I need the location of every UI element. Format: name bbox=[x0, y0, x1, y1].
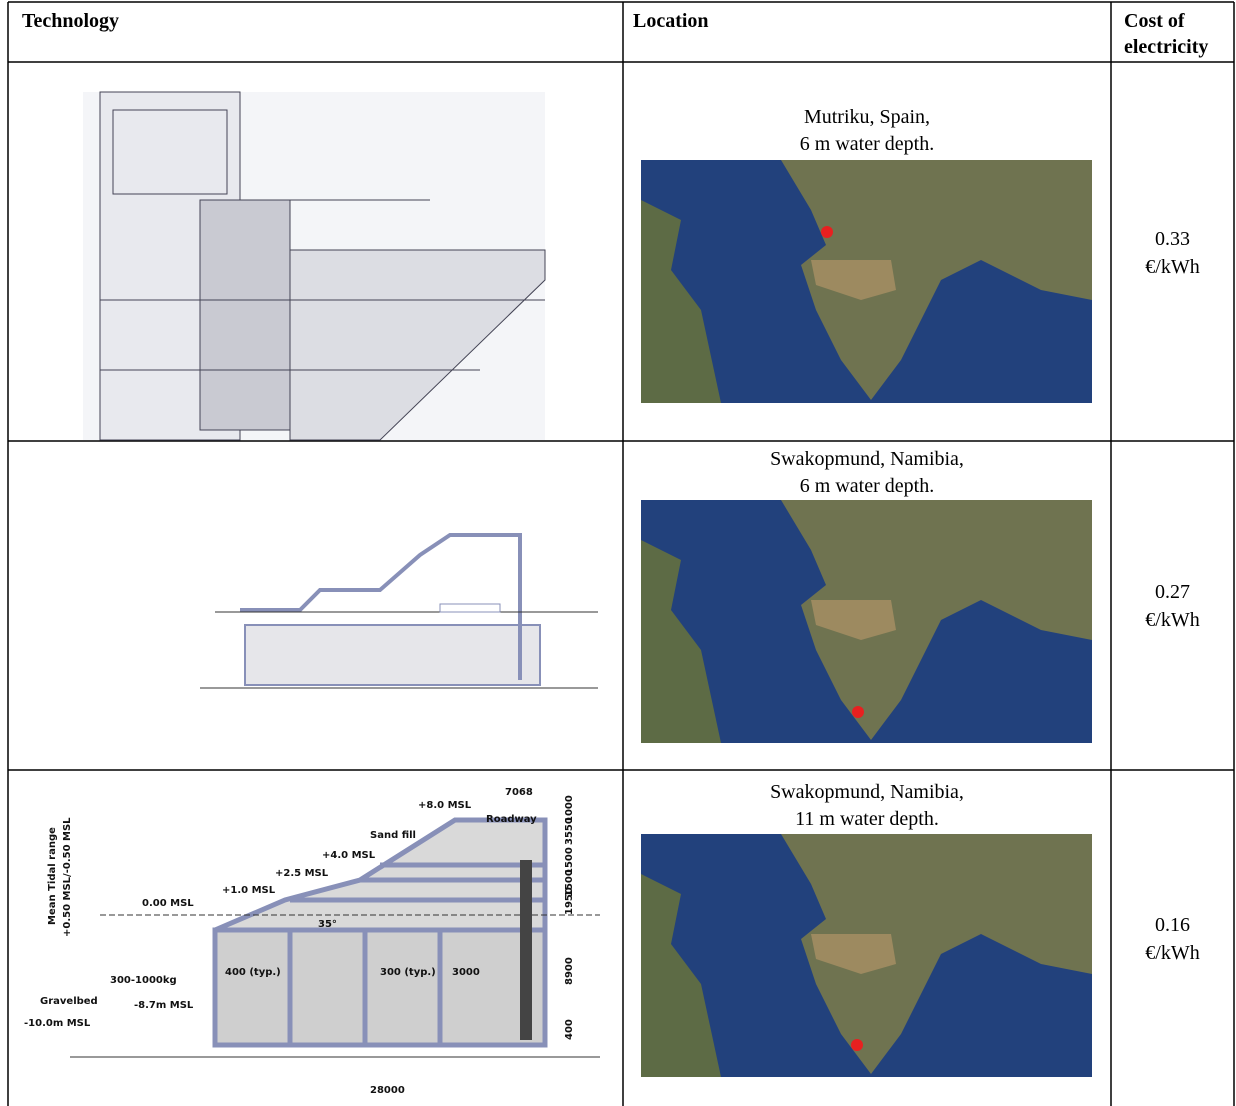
drawing-label: +4.0 MSL bbox=[322, 850, 376, 861]
drawing-label: 8900 bbox=[564, 957, 575, 985]
land bbox=[641, 540, 721, 743]
land bbox=[811, 260, 896, 300]
location-text: 6 m water depth. bbox=[799, 133, 935, 155]
cost-text: 0.27 bbox=[1155, 581, 1190, 603]
location-text: Swakopmund, Namibia, bbox=[770, 781, 964, 803]
technical-drawing bbox=[70, 817, 600, 1058]
drawing-label: Gravelbed bbox=[40, 996, 98, 1007]
cost-text: €/kWh bbox=[1145, 609, 1200, 631]
drawing-label: 1950 bbox=[564, 887, 575, 915]
drawing-label: 0.00 MSL bbox=[142, 898, 194, 909]
cost-text: €/kWh bbox=[1145, 942, 1200, 964]
location-text: 6 m water depth. bbox=[799, 475, 935, 497]
drawing-label: 400 (typ.) bbox=[225, 967, 281, 978]
drawing-label: 7068 bbox=[505, 787, 533, 798]
location-text: Swakopmund, Namibia, bbox=[770, 448, 964, 470]
technical-drawing bbox=[83, 91, 546, 441]
location-text: 11 m water depth. bbox=[795, 808, 939, 830]
location-marker bbox=[821, 226, 833, 238]
drawing-label: 300 (typ.) bbox=[380, 967, 436, 978]
drawing-label: +0.50 MSL/-0.50 MSL bbox=[62, 817, 73, 937]
table-borders bbox=[7, 1, 1235, 1106]
drawing-label: 300-1000kg bbox=[110, 975, 177, 986]
drawing-label: +8.0 MSL bbox=[418, 800, 472, 811]
technical-drawing bbox=[200, 533, 598, 689]
drawing-label: 1500 bbox=[564, 847, 575, 875]
drawing-label: Mean Tidal range bbox=[47, 827, 58, 925]
drawing-label: +1.0 MSL bbox=[222, 885, 276, 896]
cost-text: €/kWh bbox=[1145, 256, 1200, 278]
map-image bbox=[641, 160, 1092, 403]
drawing-label: 28000 bbox=[370, 1085, 405, 1096]
drawing-label: 1500 bbox=[564, 869, 575, 897]
drawing-label: 400 bbox=[564, 1019, 575, 1040]
header-cell: Cost of electricity bbox=[1124, 10, 1209, 58]
drawing-label: Roadway bbox=[486, 814, 537, 825]
location-text: Mutriku, Spain, bbox=[803, 106, 931, 128]
drawing-label: 35° bbox=[318, 919, 337, 930]
land bbox=[641, 874, 721, 1077]
map-image bbox=[641, 834, 1092, 1077]
cost-text: 0.16 bbox=[1155, 914, 1190, 936]
drawing-label: +2.5 MSL bbox=[275, 868, 329, 879]
drawing-label: 1000 bbox=[564, 795, 575, 823]
drawing-label: 3550 bbox=[564, 817, 575, 845]
cost-text: 0.33 bbox=[1155, 228, 1190, 250]
header-cell: Location bbox=[633, 10, 709, 32]
drawing-label: -10.0m MSL bbox=[24, 1018, 91, 1029]
land bbox=[781, 500, 1092, 740]
location-marker bbox=[851, 1039, 863, 1051]
map-image bbox=[641, 500, 1092, 743]
land bbox=[781, 160, 1092, 400]
location-marker bbox=[852, 706, 864, 718]
drawing-label: 3000 bbox=[452, 967, 480, 978]
land bbox=[641, 200, 721, 403]
drawing-label: Sand fill bbox=[370, 830, 416, 841]
land bbox=[811, 600, 896, 640]
land bbox=[781, 834, 1092, 1074]
header-cell: Technology bbox=[22, 10, 120, 32]
land bbox=[811, 934, 896, 974]
drawing-label: -8.7m MSL bbox=[134, 1000, 194, 1011]
